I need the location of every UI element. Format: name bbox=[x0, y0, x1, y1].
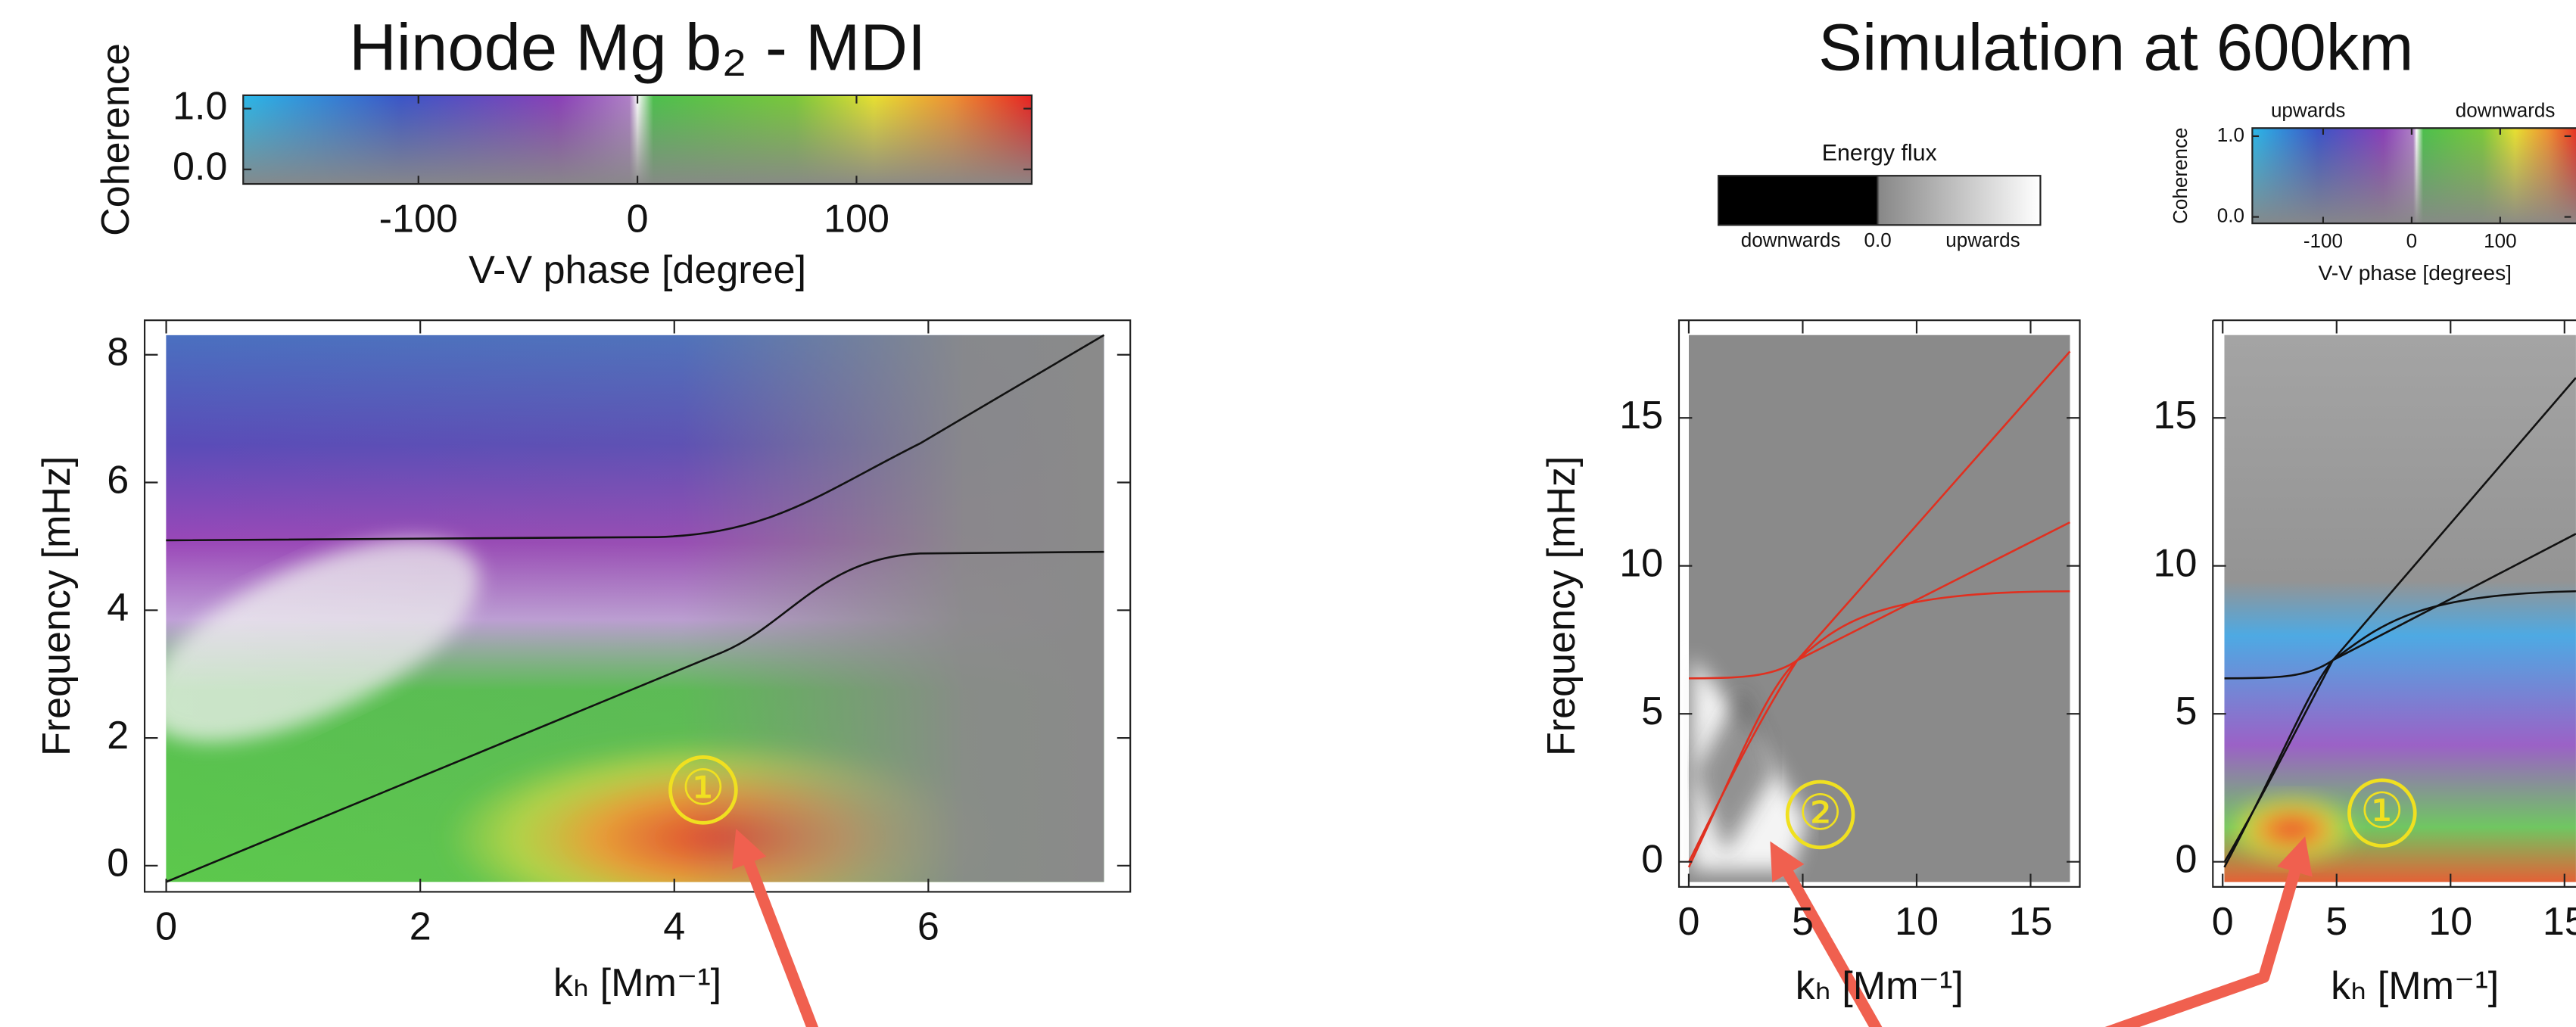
plot-frame bbox=[1677, 319, 2081, 888]
y-axis-label: Coherence bbox=[94, 43, 138, 236]
annotation-circle bbox=[2347, 778, 2417, 848]
y-tick-label: 5 bbox=[1641, 689, 1663, 733]
y-tick-label: 15 bbox=[2154, 394, 2198, 437]
x-tick-label: 5 bbox=[1792, 900, 1814, 944]
heatmap-image bbox=[166, 335, 1104, 882]
colorbar-label: upwards bbox=[1945, 229, 2020, 251]
x-axis-label: kₕ [Mm⁻¹] bbox=[2331, 964, 2499, 1008]
heatmap-image bbox=[2224, 335, 2576, 882]
x-axis-label: V-V phase [degrees] bbox=[2318, 260, 2512, 285]
x-tick-label: 0 bbox=[2212, 900, 2234, 944]
x-tick-label: 4 bbox=[663, 905, 685, 949]
annotation-circle bbox=[1785, 780, 1855, 850]
dispersion-curve bbox=[165, 550, 1104, 883]
x-axis-label: V-V phase [degree] bbox=[469, 248, 806, 292]
x-tick-label: 10 bbox=[2428, 900, 2472, 944]
colorbar-label: upwards bbox=[2271, 98, 2345, 121]
x-tick-label: 2 bbox=[410, 905, 431, 949]
annotation: ① bbox=[2360, 783, 2404, 839]
figure-title: Simulation at 600km bbox=[1818, 11, 2413, 84]
dispersion-curve bbox=[166, 334, 1105, 542]
y-axis-label: Frequency [mHz] bbox=[35, 456, 79, 757]
colorbar-frame bbox=[2251, 127, 2576, 225]
y-tick-label: 0 bbox=[107, 842, 129, 885]
x-tick-label: 0 bbox=[2406, 229, 2417, 252]
colorbar-label: downwards bbox=[1741, 229, 1841, 251]
y-tick-label: 8 bbox=[107, 330, 129, 374]
annotation-circle bbox=[668, 755, 738, 825]
x-axis-label: kₕ [Mm⁻¹] bbox=[1796, 964, 1964, 1008]
annotation: ② bbox=[1798, 785, 1842, 840]
chart-title: Energy flux bbox=[1822, 140, 1937, 166]
x-tick-label: 100 bbox=[824, 197, 889, 241]
chart-title: Hinode Mg b₂ - MDI bbox=[349, 11, 926, 84]
x-tick-label: 6 bbox=[917, 905, 939, 949]
x-tick-label: 5 bbox=[2325, 900, 2347, 944]
x-tick-label: 15 bbox=[2009, 900, 2053, 944]
plot-frame bbox=[143, 319, 1132, 893]
heatmap-image bbox=[2226, 793, 2358, 866]
colorbar-frame bbox=[242, 94, 1033, 185]
y-tick-label: 0.0 bbox=[2217, 204, 2244, 226]
y-tick-label: 0 bbox=[1641, 837, 1663, 881]
x-tick-label: 0 bbox=[627, 197, 649, 241]
y-tick-label: 15 bbox=[1619, 394, 1663, 437]
y-axis-label: Frequency [mHz] bbox=[1540, 456, 1584, 756]
x-tick-label: 100 bbox=[2484, 229, 2516, 252]
colorbar-fill bbox=[1717, 175, 2042, 226]
x-tick-label: 10 bbox=[1895, 900, 1939, 944]
x-axis-label: kₕ [Mm⁻¹] bbox=[553, 961, 721, 1005]
dispersion-curve bbox=[1687, 350, 2071, 868]
y-axis-label: Coherence bbox=[2169, 128, 2191, 224]
x-tick-label: 0 bbox=[1677, 900, 1699, 944]
y-tick-label: 0.0 bbox=[173, 145, 227, 189]
x-tick-label: -100 bbox=[2303, 229, 2343, 252]
arrow bbox=[732, 828, 2313, 1027]
plot-frame bbox=[2212, 319, 2576, 888]
y-tick-label: 1.0 bbox=[2217, 123, 2244, 146]
dispersion-curve bbox=[2223, 377, 2576, 868]
y-tick-label: 4 bbox=[107, 586, 129, 630]
colorbar-label: 0.0 bbox=[1864, 229, 1891, 251]
x-tick-label: -100 bbox=[379, 197, 458, 241]
y-tick-label: 0 bbox=[2175, 837, 2197, 881]
annotation: ① bbox=[681, 760, 725, 815]
y-tick-label: 10 bbox=[2154, 541, 2198, 585]
y-tick-label: 5 bbox=[2175, 689, 2197, 733]
y-tick-label: 2 bbox=[107, 714, 129, 758]
y-tick-label: 1.0 bbox=[173, 84, 227, 128]
x-tick-label: 0 bbox=[155, 905, 177, 949]
colorbar-label: downwards bbox=[2456, 98, 2556, 121]
y-tick-label: 10 bbox=[1619, 541, 1663, 585]
x-tick-label: 15 bbox=[2543, 900, 2576, 944]
y-tick-label: 6 bbox=[107, 458, 129, 502]
